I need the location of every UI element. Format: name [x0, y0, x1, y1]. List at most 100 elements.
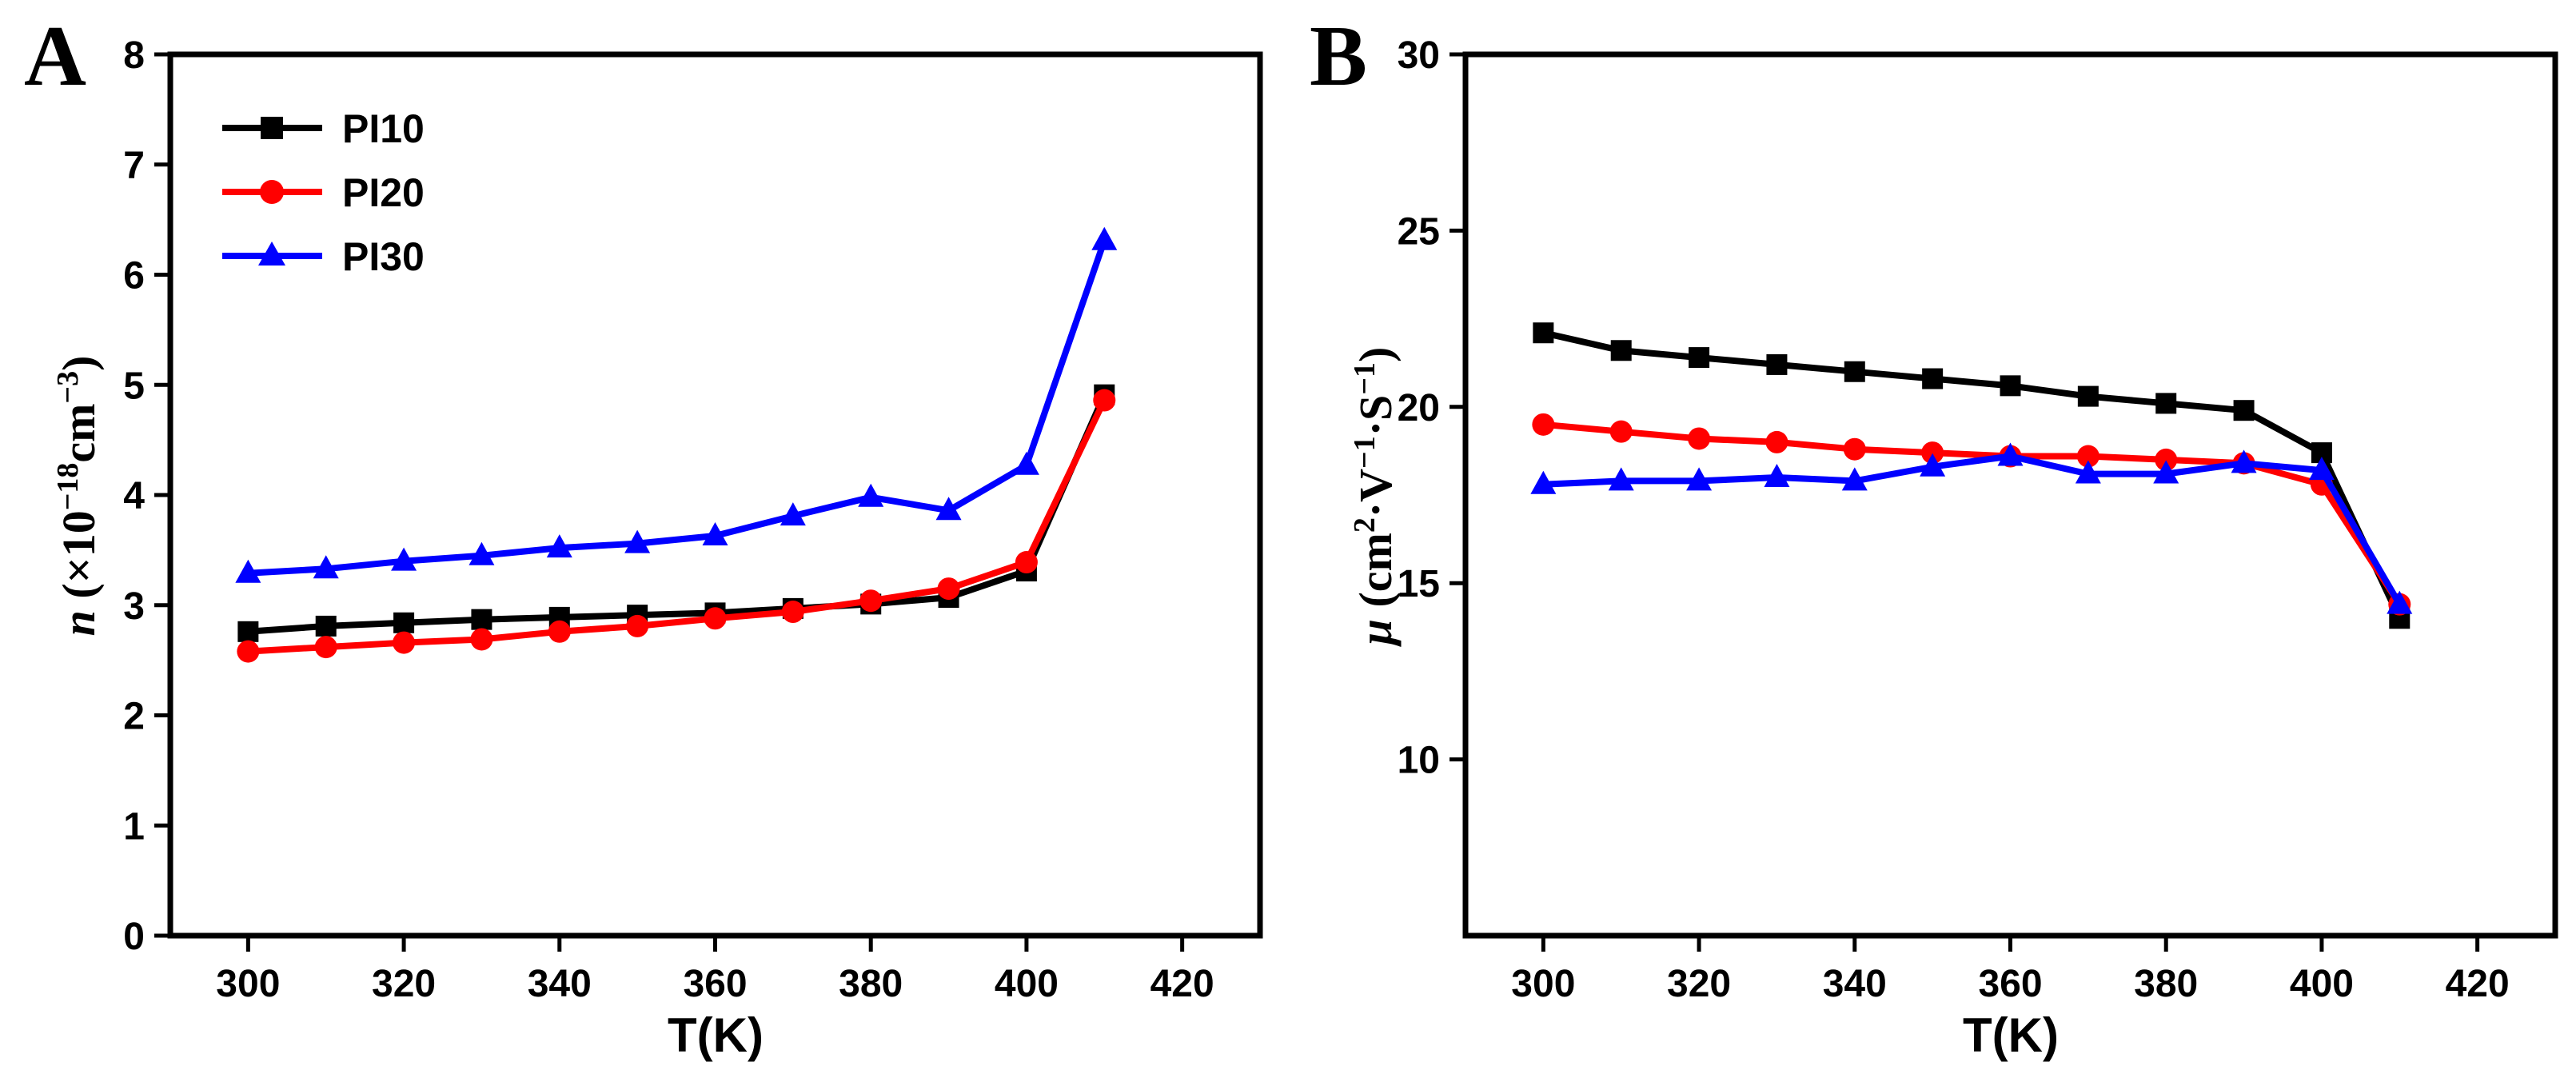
- x-tick-label: 320: [1667, 963, 1731, 1005]
- data-point-pi10: [2233, 400, 2255, 421]
- series-line-pi30: [248, 239, 1108, 577]
- y-tick-label: 7: [123, 145, 145, 187]
- y-tick-label: 2: [123, 696, 145, 738]
- legend-entry-pi10: PI10: [222, 106, 425, 151]
- data-point-pi10: [1844, 361, 1865, 382]
- data-point-pi20: [237, 640, 260, 663]
- legend-marker-pi30: [258, 242, 285, 266]
- x-tick-label: 300: [216, 963, 280, 1005]
- data-point-pi30: [1997, 442, 2024, 466]
- data-point-pi20: [470, 628, 493, 651]
- data-point-pi30: [780, 502, 806, 526]
- data-point-pi30: [391, 547, 417, 571]
- legend-entry-pi20: PI20: [222, 170, 425, 215]
- data-point-pi20: [1843, 437, 1866, 461]
- data-point-pi30: [546, 534, 572, 558]
- data-point-pi20: [1765, 430, 1788, 453]
- legend-marker-pi20: [260, 180, 284, 204]
- data-point-pi30: [469, 541, 495, 565]
- panel-a-plot-frame: [167, 51, 1263, 939]
- panel-a-x-tick-labels: 300 320 340 360 380 400 420: [216, 963, 1214, 1005]
- panel-b-tick-marks: [1449, 52, 2480, 952]
- legend-marker-pi10: [261, 117, 283, 139]
- data-point-pi30: [1686, 467, 1713, 491]
- data-point-pi20: [1688, 427, 1711, 450]
- data-point-pi10: [2077, 385, 2099, 407]
- data-point-pi30: [1530, 470, 1557, 494]
- panel-b-plot-frame: [1462, 51, 2558, 939]
- panel-b-ylabel-mid2: ·S: [1350, 395, 1402, 437]
- y-tick-label: 6: [123, 255, 145, 297]
- data-point-pi20: [937, 577, 960, 601]
- data-point-pi10: [393, 612, 415, 633]
- panel-a-ylabel-open: (×10: [53, 510, 105, 610]
- panel-a-series: [235, 226, 1118, 663]
- x-tick-label: 340: [528, 963, 592, 1005]
- x-tick-label: 360: [683, 963, 747, 1005]
- series-line-pi10: [1542, 329, 2403, 621]
- y-tick-label: 30: [1398, 34, 1440, 77]
- data-point-pi30: [1608, 467, 1634, 491]
- panel-a-ylabel-exp: −18: [51, 463, 85, 511]
- x-tick-label: 420: [2446, 963, 2510, 1005]
- panel-a-y-tick-labels: 0 1 2 3 4 5 6 7 8: [123, 34, 145, 958]
- data-point-pi10: [1766, 353, 1788, 375]
- y-tick-label: 5: [123, 365, 145, 407]
- panel-b-ylabel-symbol: μ: [1350, 619, 1402, 647]
- data-point-pi10: [2155, 393, 2177, 414]
- panel-a-y-axis-title: n (×10−18cm−3): [51, 356, 105, 637]
- panel-a-letter: A: [24, 9, 86, 104]
- data-point-pi10: [2000, 375, 2021, 397]
- legend-label-pi30: PI30: [342, 234, 425, 279]
- panel-a-x-axis-title: T(K): [668, 1008, 764, 1062]
- x-tick-label: 300: [1511, 963, 1575, 1005]
- panel-b-x-tick-labels: 300 320 340 360 380 400 420: [1511, 963, 2509, 1005]
- panel-b-ylabel-close: ): [1350, 347, 1402, 362]
- series-line-pi20: [248, 398, 1107, 655]
- y-tick-label: 0: [123, 916, 145, 958]
- y-tick-label: 4: [123, 475, 145, 517]
- data-point-pi20: [859, 589, 883, 613]
- panel-b-ylabel-mid1: ·V: [1350, 469, 1402, 517]
- data-point-pi30: [2308, 457, 2335, 481]
- data-point-pi30: [858, 483, 884, 507]
- panel-b-series: [1530, 322, 2413, 629]
- series-line-pi20: [1543, 421, 2403, 606]
- panel-a-ylabel-close: ): [53, 356, 105, 371]
- y-tick-label: 10: [1398, 740, 1440, 782]
- data-point-pi30: [1013, 451, 1039, 475]
- data-point-pi20: [548, 620, 571, 643]
- legend-entry-pi30: PI30: [222, 234, 425, 279]
- data-point-pi10: [1610, 340, 1632, 361]
- data-point-pi20: [1015, 551, 1038, 574]
- y-tick-label: 3: [123, 585, 145, 628]
- panel-b-y-tick-labels: 10 15 20 25 30: [1398, 34, 1440, 782]
- data-point-pi10: [1922, 368, 1944, 389]
- data-point-pi30: [1091, 226, 1118, 250]
- x-tick-label: 400: [2290, 963, 2354, 1005]
- x-tick-label: 320: [372, 963, 436, 1005]
- y-tick-label: 1: [123, 805, 145, 848]
- data-point-pi20: [1921, 441, 1944, 465]
- x-tick-label: 340: [1823, 963, 1887, 1005]
- data-point-pi30: [235, 559, 261, 583]
- data-point-pi10: [471, 609, 492, 630]
- data-point-pi20: [1093, 389, 1116, 412]
- x-tick-label: 380: [2134, 963, 2198, 1005]
- panel-b-ylabel-open: (cm: [1350, 533, 1402, 619]
- data-point-pi20: [2076, 445, 2099, 468]
- panel-a-ylabel-unit: cm: [53, 404, 105, 463]
- data-point-pi30: [2231, 449, 2257, 473]
- panel-b-letter: B: [1310, 9, 1367, 104]
- y-tick-label: 8: [123, 34, 145, 77]
- series-line-pi10: [248, 393, 1107, 635]
- data-point-pi10: [315, 615, 337, 637]
- data-point-pi20: [704, 607, 727, 630]
- data-point-pi20: [314, 636, 337, 659]
- x-tick-label: 360: [1978, 963, 2042, 1005]
- data-point-pi30: [2075, 460, 2101, 484]
- x-tick-label: 380: [839, 963, 903, 1005]
- panel-b-y-axis-title: μ (cm2·V−1·S−1): [1348, 347, 1402, 648]
